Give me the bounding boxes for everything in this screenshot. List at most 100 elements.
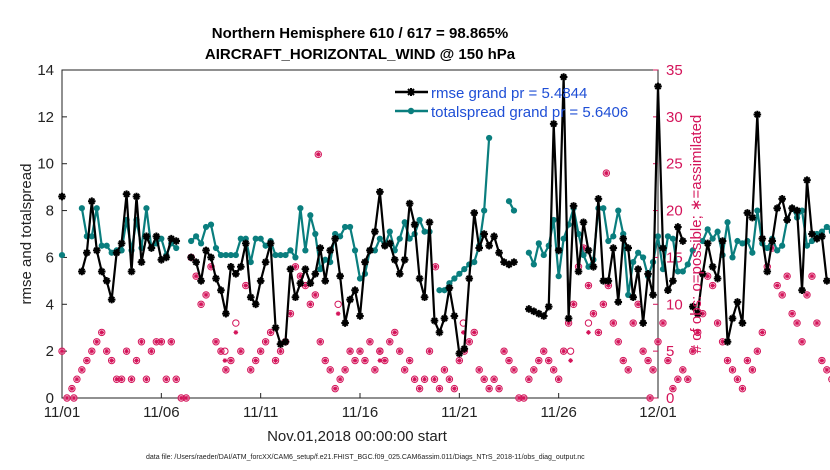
x-tick-label: 11/06 — [143, 404, 179, 421]
totalspread-point — [535, 240, 542, 247]
totalspread-point — [416, 216, 423, 224]
obs-assimilated-point — [799, 339, 805, 345]
obs-possible-point — [137, 338, 146, 346]
rmse-point — [311, 270, 320, 278]
obs-possible-point — [818, 356, 826, 365]
obs-assimilated-point — [402, 367, 407, 373]
obs-assimilated-point — [461, 330, 466, 335]
totalspread-point — [620, 230, 627, 238]
rmse-point — [291, 293, 300, 302]
totalspread-point — [222, 251, 229, 259]
obs-assimilated-point — [432, 376, 437, 382]
obs-assimilated-point — [571, 301, 576, 307]
totalspread-point — [451, 275, 458, 282]
obs-possible-point — [554, 375, 563, 383]
obs-possible-point — [266, 328, 275, 337]
rmse-point — [803, 176, 811, 184]
y-left-tick-label: 4 — [46, 296, 54, 313]
totalspread-point — [630, 259, 637, 266]
obs-assimilated-point — [442, 367, 447, 373]
obs-assimilated-point — [670, 386, 676, 391]
obs-assimilated-point — [625, 367, 631, 373]
totalspread-point — [664, 233, 672, 240]
totalspread-point — [709, 235, 716, 242]
obs-possible-point — [753, 347, 762, 355]
rmse-point — [147, 244, 156, 252]
obs-possible-point — [808, 272, 816, 280]
rmse-point — [88, 197, 96, 205]
obs-assimilated-point — [228, 358, 234, 363]
obs-possible-point — [261, 338, 270, 346]
totalspread-point — [530, 261, 537, 268]
obs-assimilated-point — [134, 358, 139, 363]
rmse-point — [251, 300, 260, 309]
obs-possible-point — [117, 375, 126, 383]
rmse-point — [102, 277, 111, 285]
obs-assimilated-point — [457, 358, 462, 363]
rmse-point — [157, 255, 166, 264]
rmse-point — [207, 253, 215, 262]
rmse-point — [733, 298, 742, 306]
obs-assimilated-point — [317, 339, 323, 345]
obs-possible-point — [371, 366, 379, 374]
rmse-point — [544, 302, 553, 311]
obs-assimilated-point — [620, 358, 626, 363]
obs-possible-point — [708, 281, 717, 290]
totalspread-point — [406, 235, 413, 242]
rmse-point — [400, 255, 409, 264]
obs-assimilated-point — [268, 330, 273, 335]
rmse-point — [773, 204, 781, 213]
obs-possible-point — [420, 375, 429, 383]
obs-possible-point — [475, 366, 483, 374]
rmse-point — [197, 277, 205, 285]
rmse-point — [351, 286, 359, 295]
obs-possible-point — [823, 366, 830, 374]
obs-possible-point — [341, 366, 349, 374]
rmse-point — [505, 260, 513, 269]
rmse-point — [589, 263, 598, 271]
totalspread-point — [386, 228, 393, 235]
obs-assimilated-point — [471, 330, 477, 335]
rmse-point — [202, 246, 210, 255]
obs-assimilated-point — [322, 358, 328, 363]
rmse-point — [798, 286, 806, 295]
totalspread-point — [88, 233, 95, 240]
obs-assimilated-point — [178, 395, 184, 401]
obs-assimilated-point — [407, 358, 412, 363]
rmse-point — [554, 246, 563, 255]
rmse-point — [361, 258, 369, 266]
obs-possible-point — [450, 384, 459, 393]
obs-possible-point — [505, 356, 513, 365]
obs-assimilated-point — [561, 348, 566, 354]
obs-possible-point — [728, 366, 737, 374]
obs-possible-point — [252, 356, 260, 365]
obs-possible-point — [689, 347, 697, 355]
rmse-point — [331, 234, 339, 243]
rmse-point — [83, 248, 91, 257]
obs-possible-point — [619, 356, 627, 365]
obs-possible-point — [212, 338, 220, 346]
totalspread-point — [481, 207, 488, 214]
rmse-point — [415, 274, 424, 283]
y-right-tick-label: 30 — [666, 109, 683, 126]
obs-assimilated-point — [546, 358, 552, 363]
obs-assimilated-point — [784, 273, 790, 279]
rmse-point — [738, 319, 747, 327]
obs-possible-point — [445, 375, 454, 383]
obs-assimilated-point — [794, 320, 800, 326]
totalspread-point — [635, 249, 642, 256]
obs-assimilated-point — [630, 320, 636, 326]
totalspread-point — [188, 237, 195, 245]
y-right-tick-label: 5 — [666, 343, 674, 360]
obs-assimilated-point — [809, 273, 815, 279]
obs-assimilated-point — [476, 367, 482, 373]
obs-possible-point — [584, 319, 593, 327]
rmse-point — [390, 255, 399, 264]
obs-possible-point — [276, 347, 285, 355]
totalspread-point — [684, 261, 691, 268]
obs-assimilated-point — [372, 367, 378, 373]
rmse-point — [132, 192, 141, 201]
obs-possible-point — [500, 347, 508, 355]
obs-possible-point — [659, 319, 667, 327]
obs-assimilated-point — [437, 386, 442, 391]
